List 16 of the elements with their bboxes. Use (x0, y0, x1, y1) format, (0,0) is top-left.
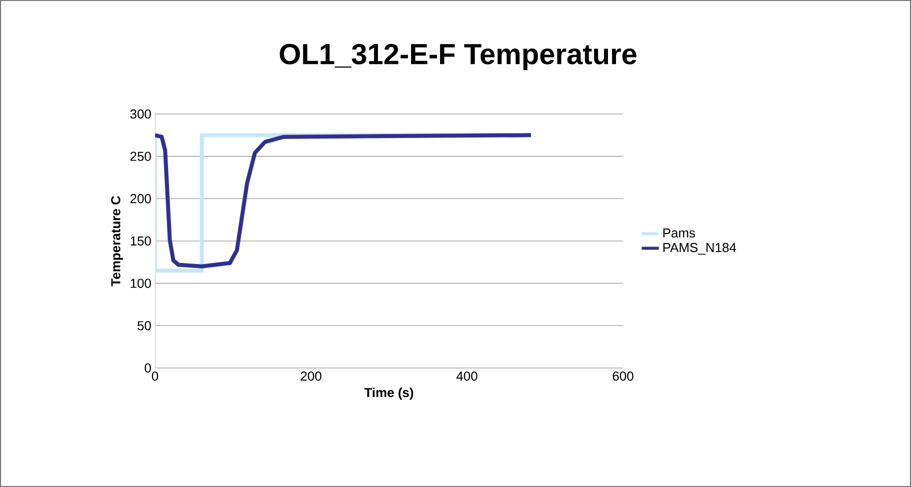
y-tick-label: 250 (130, 152, 151, 161)
y-tick-label: 50 (138, 321, 151, 330)
legend-label: Pams (663, 228, 696, 238)
x-axis-title: Time (s) (364, 388, 414, 400)
chart-title: OL1_312-E-F Temperature (280, 44, 636, 70)
y-tick-label: 200 (130, 194, 151, 204)
legend-label: PAMS_N184 (663, 242, 736, 255)
x-tick-label: 0 (152, 372, 158, 381)
x-tick-label: 400 (456, 372, 478, 381)
y-axis-title: Temperature C (111, 196, 123, 286)
y-tick-label: 300 (130, 109, 151, 119)
x-tick-label: 600 (612, 372, 634, 381)
y-tick-label: 150 (130, 236, 151, 246)
x-tick-label: 200 (300, 372, 322, 381)
y-tick-label: 0 (144, 363, 151, 373)
y-tick-label: 100 (130, 278, 151, 288)
